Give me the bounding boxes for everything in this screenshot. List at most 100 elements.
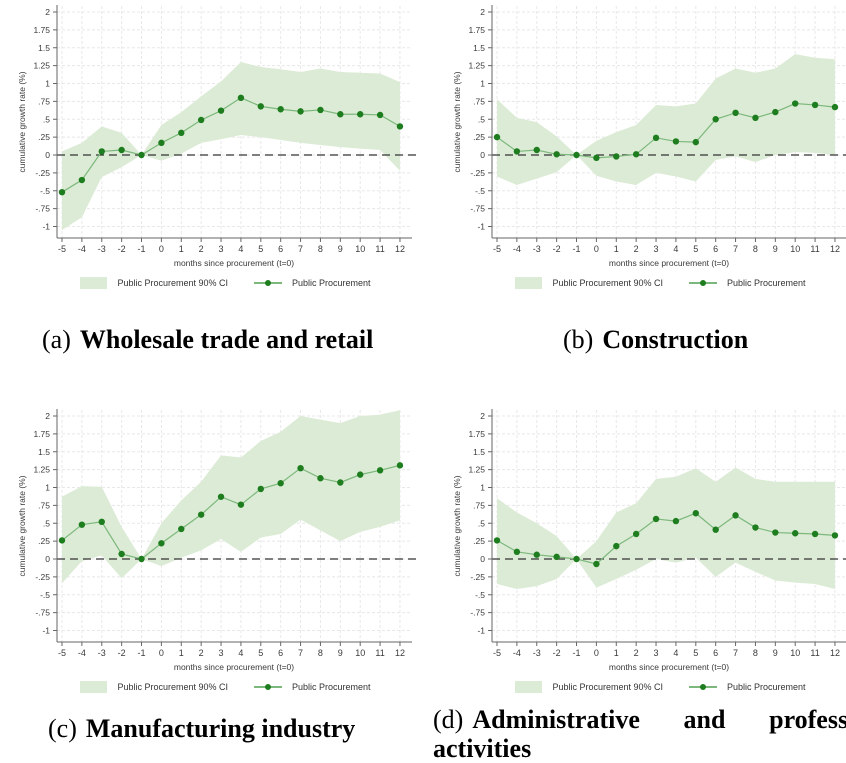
- svg-text:.75: .75: [38, 500, 50, 510]
- legend-line-label: Public Procurement: [727, 682, 806, 692]
- svg-text:1.25: 1.25: [33, 61, 50, 71]
- svg-text:-.5: -.5: [40, 186, 50, 196]
- svg-text:1: 1: [480, 483, 485, 493]
- svg-text:8: 8: [318, 648, 323, 658]
- svg-text:2: 2: [45, 7, 50, 17]
- svg-text:12: 12: [395, 244, 405, 254]
- svg-text:1: 1: [45, 483, 50, 493]
- svg-text:2: 2: [634, 648, 639, 658]
- svg-text:-4: -4: [513, 244, 521, 254]
- svg-text:-1: -1: [42, 626, 50, 636]
- svg-text:8: 8: [753, 648, 758, 658]
- svg-text:.5: .5: [478, 114, 485, 124]
- svg-text:11: 11: [375, 244, 384, 254]
- svg-text:8: 8: [318, 244, 323, 254]
- svg-text:-.75: -.75: [470, 608, 485, 618]
- svg-text:-3: -3: [98, 648, 106, 658]
- caption-title: Wholesale trade and retail: [79, 325, 374, 354]
- legend-line-label: Public Procurement: [292, 278, 371, 288]
- svg-text:6: 6: [713, 648, 718, 658]
- svg-text:-.25: -.25: [35, 168, 50, 178]
- svg-text:-.25: -.25: [470, 168, 485, 178]
- svg-text:8: 8: [753, 244, 758, 254]
- svg-text:9: 9: [338, 244, 343, 254]
- svg-text:1.25: 1.25: [468, 465, 485, 475]
- svg-text:9: 9: [338, 648, 343, 658]
- chart-manufacturing: 21.751.51.251.75.5.250-.25-.5-.75-1-5 -4-…: [17, 409, 416, 672]
- svg-text:1.5: 1.5: [38, 43, 50, 53]
- svg-text:3: 3: [654, 648, 659, 658]
- svg-text:-2: -2: [553, 244, 561, 254]
- svg-text:-.25: -.25: [35, 572, 50, 582]
- svg-text:-.25: -.25: [470, 572, 485, 582]
- panel-wholesale-trade: 2 1.75 1.5 1.25 1.75.5.25 0 -.25 -.5 -.75 -1 -5 -4-…: [0, 0, 418, 302]
- svg-text:2: 2: [480, 7, 485, 17]
- svg-text:12: 12: [830, 244, 840, 254]
- line-marker-sample: [254, 682, 282, 692]
- caption-prefix: (d): [433, 705, 464, 734]
- svg-text:-1: -1: [138, 244, 146, 254]
- svg-text:-3: -3: [533, 648, 541, 658]
- svg-text:-5: -5: [58, 648, 66, 658]
- svg-text:1.5: 1.5: [473, 447, 485, 457]
- svg-text:.5: .5: [478, 518, 485, 528]
- chart-construction: 21.751.51.251.75.5.250-.25-.5-.75-1-5 -4-…: [452, 5, 846, 268]
- svg-text:1: 1: [614, 244, 619, 254]
- svg-text:0: 0: [45, 554, 50, 564]
- svg-text:2: 2: [480, 411, 485, 421]
- svg-text:.75: .75: [473, 500, 485, 510]
- svg-text:-3: -3: [533, 244, 541, 254]
- svg-text:1: 1: [179, 244, 184, 254]
- svg-text:1: 1: [480, 79, 485, 89]
- svg-text:1: 1: [45, 79, 50, 89]
- svg-text:-1: -1: [573, 244, 581, 254]
- svg-text:0: 0: [45, 150, 50, 160]
- caption-construction: (b) Construction: [563, 325, 748, 355]
- svg-text:-5: -5: [58, 244, 66, 254]
- svg-text:12: 12: [830, 648, 840, 658]
- line-marker-sample: [254, 278, 282, 288]
- svg-text:-3: -3: [98, 244, 106, 254]
- svg-text:7: 7: [298, 244, 303, 254]
- svg-text:5: 5: [693, 244, 698, 254]
- chart-administrative: 21.751.51.251.75.5.250-.25-.5-.75-1-5 -4-…: [452, 409, 846, 672]
- panel-construction: 2 1.75 1.5 1.25 1.75.5.25 0 -.25 -.5 -.75 -1 -5 -4-…: [430, 0, 846, 302]
- svg-text:0: 0: [594, 648, 599, 658]
- svg-text:-1: -1: [477, 222, 485, 232]
- svg-text:-.75: -.75: [470, 204, 485, 214]
- legend: Public Procurement 90% CI Public Procure…: [0, 681, 418, 693]
- dot-marker-icon: [265, 684, 271, 690]
- svg-text:.5: .5: [43, 114, 50, 124]
- svg-text:2: 2: [634, 244, 639, 254]
- panel-manufacturing: 2 1.75 1.5 1.25 1.75.5.25 0 -.25 -.5 -.75 -1 -5 -4-…: [0, 404, 418, 706]
- panel-administrative: 2 1.75 1.5 1.25 1.75.5.25 0 -.25 -.5 -.75 -1 -5 -4-…: [430, 404, 846, 706]
- caption-administrative: (d)Administrative and professional activ…: [433, 705, 846, 763]
- legend: Public Procurement 90% CI Public Procure…: [430, 277, 846, 289]
- chart-wholesale-trade: 21.751.51.251.75.5.250-.25-.5-.75-1-5 -4-…: [17, 5, 416, 268]
- svg-text:5: 5: [258, 244, 263, 254]
- dot-marker-icon: [700, 280, 706, 286]
- svg-text:4: 4: [673, 648, 678, 658]
- line-marker-sample: [689, 682, 717, 692]
- svg-text:10: 10: [355, 244, 365, 254]
- svg-text:4: 4: [238, 244, 243, 254]
- svg-text:9: 9: [773, 648, 778, 658]
- ci-band-swatch: [515, 277, 543, 289]
- svg-text:months since procurement (t=0): months since procurement (t=0): [609, 258, 729, 268]
- svg-text:1.75: 1.75: [33, 429, 50, 439]
- svg-text:5: 5: [693, 648, 698, 658]
- svg-text:11: 11: [810, 244, 819, 254]
- svg-text:0: 0: [159, 648, 164, 658]
- ci-band-swatch: [515, 681, 543, 693]
- caption-prefix: (b): [563, 325, 594, 354]
- svg-text:-2: -2: [553, 648, 561, 658]
- svg-text:1: 1: [614, 648, 619, 658]
- legend: Public Procurement 90% CI Public Procure…: [0, 277, 418, 289]
- svg-text:-1: -1: [42, 222, 50, 232]
- svg-text:0: 0: [480, 150, 485, 160]
- caption-title: Administrative and professional activiti…: [433, 705, 846, 763]
- svg-text:cumulative growth rate (%): cumulative growth rate (%): [452, 475, 462, 576]
- svg-text:1.5: 1.5: [473, 43, 485, 53]
- svg-text:1.75: 1.75: [468, 429, 485, 439]
